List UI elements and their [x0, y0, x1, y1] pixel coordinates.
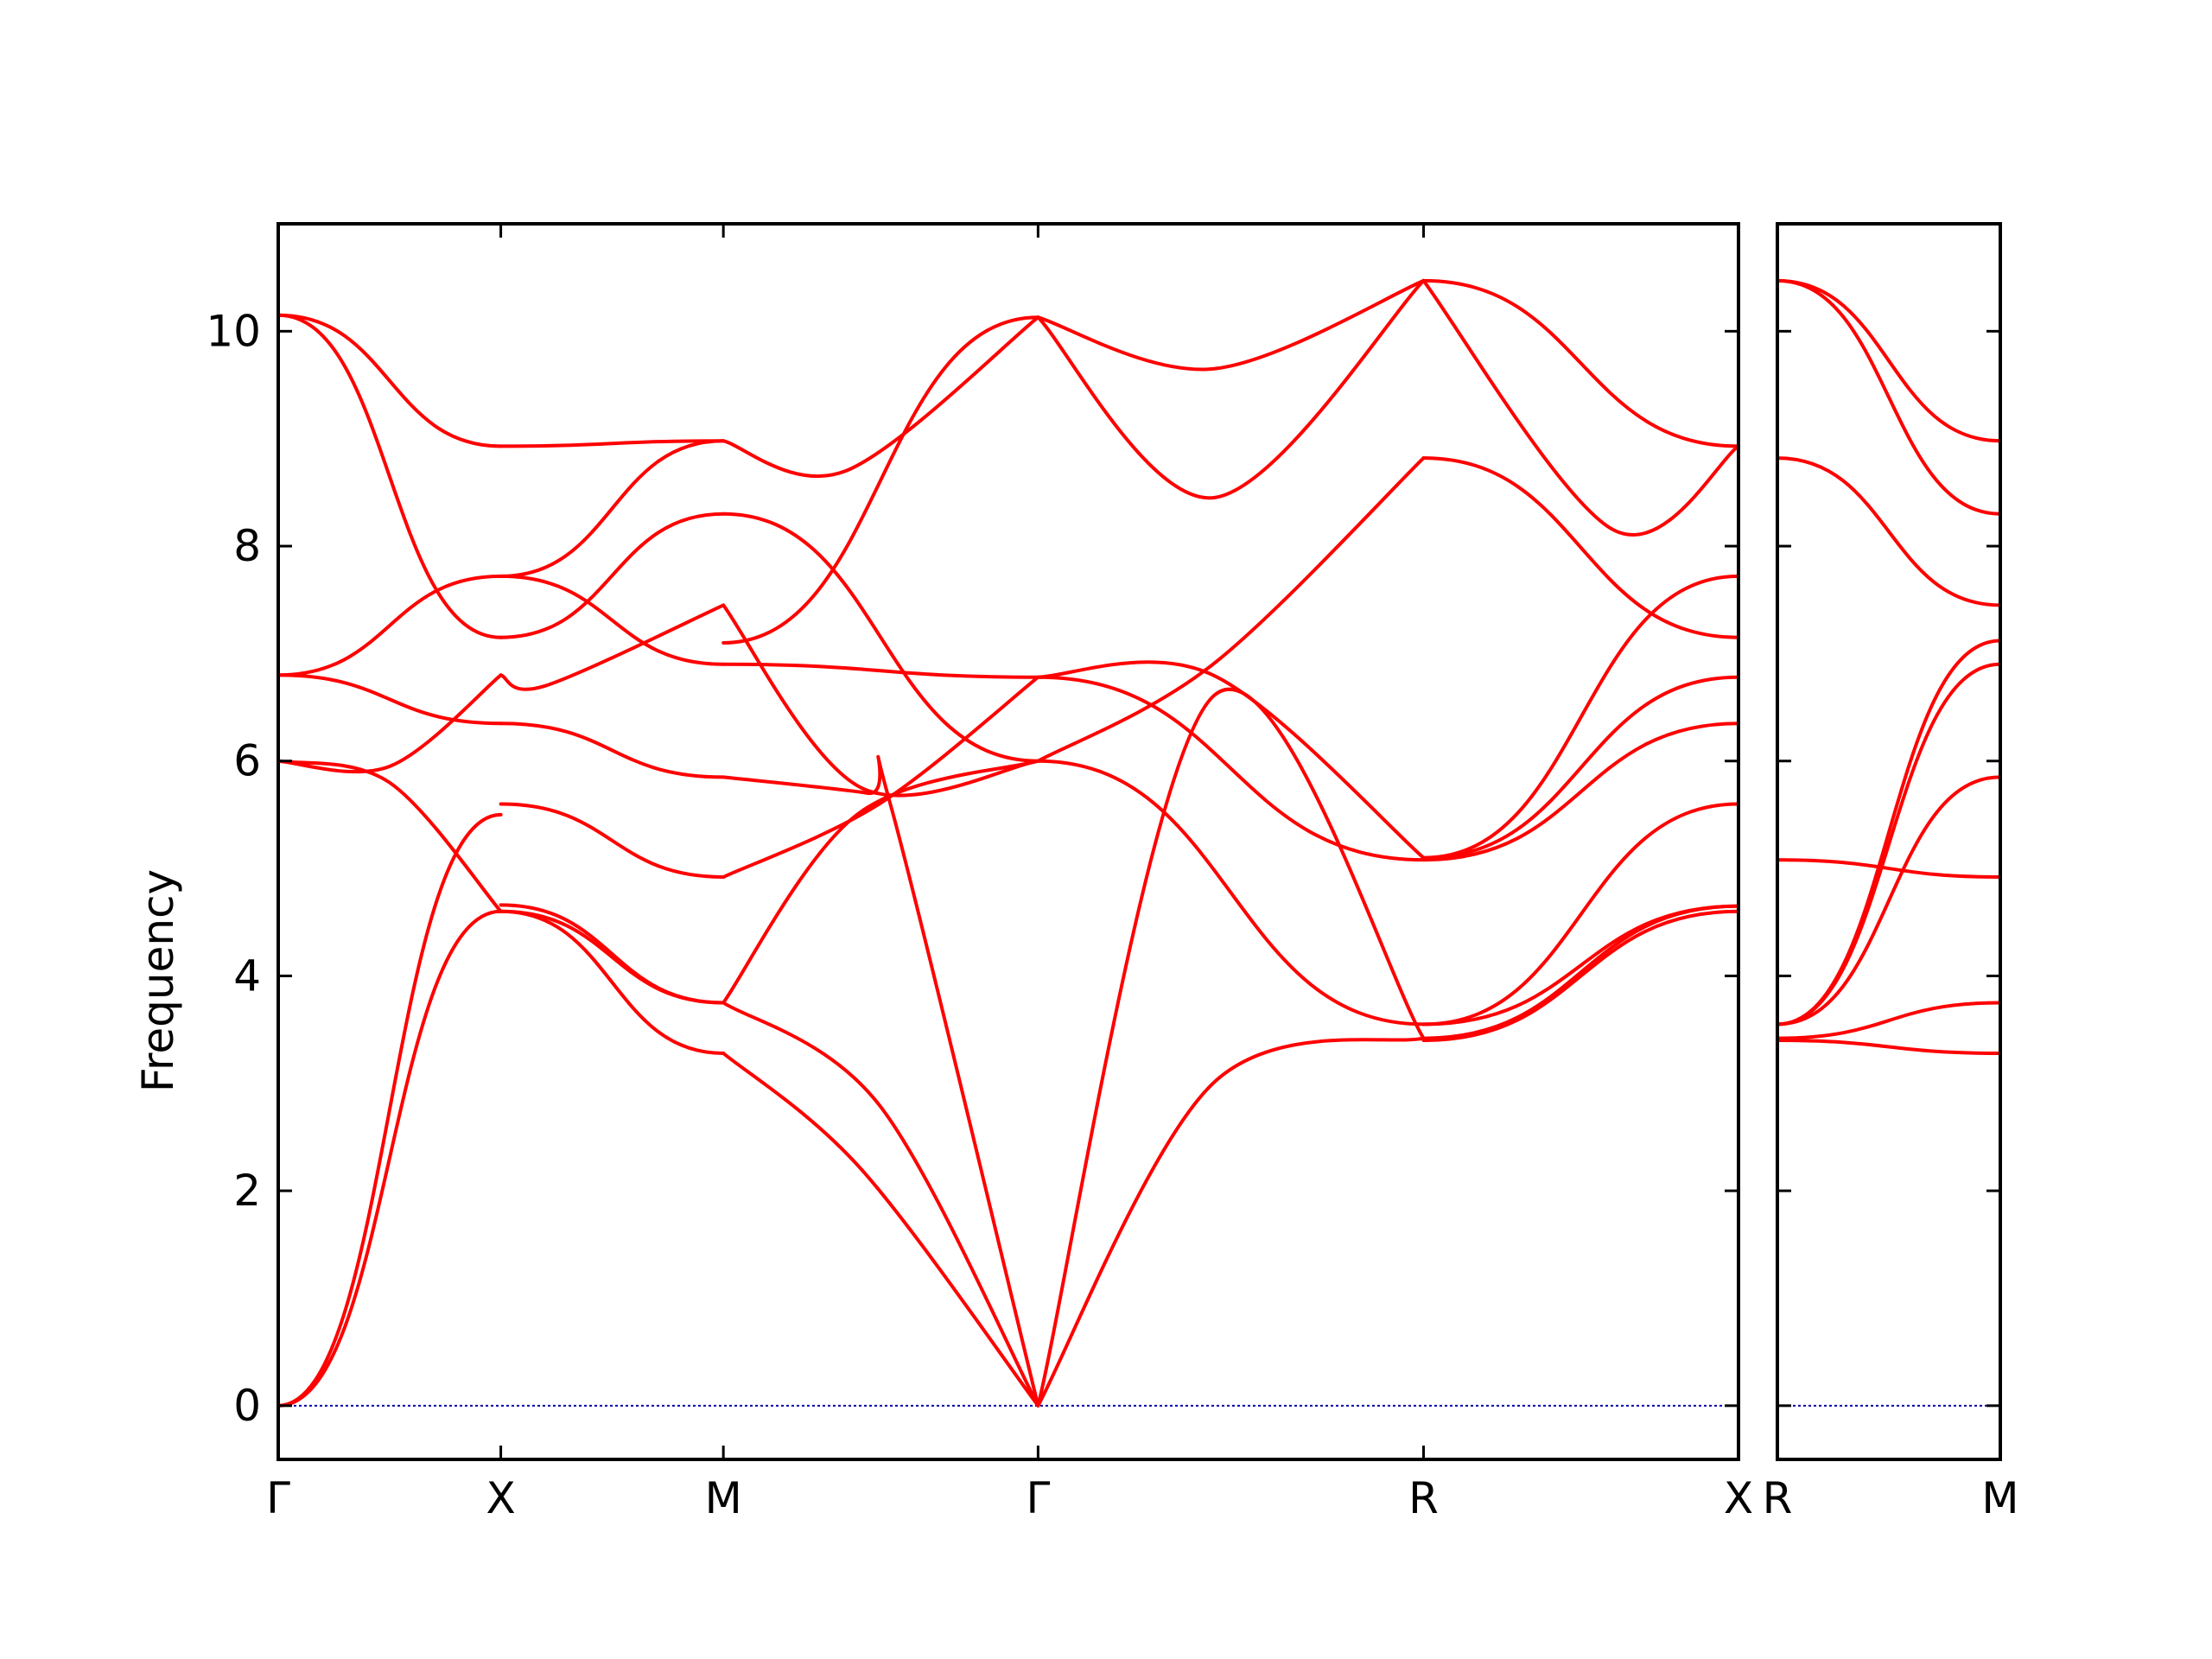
band-line [1036, 456, 1426, 763]
panel-main-frame [276, 222, 1740, 1461]
band-line [721, 1001, 1040, 1408]
band-line [276, 313, 503, 639]
x-tick-label: X [486, 1473, 515, 1523]
band-line [1036, 278, 1426, 500]
band-line [1036, 675, 1426, 862]
y-ticks: 0 2 4 6 8 10 [206, 306, 1738, 1431]
x-tick-label: M [705, 1473, 742, 1523]
band-lines [1776, 278, 2002, 1055]
x-tick-label: R [1763, 1473, 1793, 1523]
band-line [721, 315, 1040, 645]
band-line [499, 903, 726, 1005]
band-line [499, 721, 726, 779]
y-tick-label: 8 [233, 521, 261, 571]
band-line [1776, 278, 2002, 443]
y-tick-label: 10 [206, 306, 261, 356]
band-line [499, 439, 726, 578]
band-line [1421, 278, 1740, 537]
band-line [721, 759, 1040, 1005]
band-line [1421, 456, 1740, 639]
band-line [276, 673, 503, 726]
y-tick-label: 4 [233, 950, 261, 1001]
band-line [1036, 278, 1426, 372]
band-line [276, 574, 503, 677]
band-line [1776, 639, 2002, 1027]
band-line [276, 673, 503, 774]
band-line [276, 909, 503, 1408]
band-line [721, 675, 1040, 879]
band-line [499, 574, 726, 666]
band-line [499, 439, 726, 448]
band-line [1421, 909, 1740, 1042]
band-line [1776, 775, 2002, 1027]
band-line [721, 512, 1040, 763]
band-line [721, 754, 1040, 1408]
x-tick-label: Γ [266, 1473, 290, 1523]
y-axis-title: Frequency [133, 869, 183, 1092]
band-line [721, 1052, 1040, 1408]
y-tick-label: 0 [233, 1381, 261, 1431]
band-line [1776, 278, 2002, 516]
x-tick-label: Γ [1026, 1473, 1050, 1523]
band-line [499, 512, 726, 639]
band-line [1421, 904, 1740, 1027]
band-line [1036, 1036, 1426, 1408]
band-line [1776, 1001, 2002, 1040]
panel-main: 0 2 4 6 8 10 Γ X M Γ R X [206, 222, 1753, 1523]
y-tick-label: 2 [233, 1166, 261, 1216]
band-line [1421, 574, 1740, 860]
band-line [1036, 759, 1426, 1027]
band-line [1421, 278, 1740, 448]
x-tick-label: R [1408, 1473, 1439, 1523]
band-line [721, 603, 1040, 798]
band-line [1776, 858, 2002, 879]
band-line [1421, 721, 1740, 862]
band-line [276, 812, 503, 1408]
y-ticks [1777, 329, 2000, 1408]
x-tick-label: M [1981, 1473, 2018, 1523]
band-line [499, 909, 726, 1055]
band-line [276, 759, 503, 913]
band-line [721, 315, 1040, 478]
band-line [1036, 660, 1426, 860]
band-line [721, 662, 1040, 679]
y-tick-label: 6 [233, 736, 261, 786]
band-line [499, 802, 726, 879]
band-lines [276, 278, 1740, 1408]
panel-side-frame [1776, 222, 2002, 1461]
band-line [1421, 802, 1740, 1027]
band-line [499, 603, 726, 691]
band-line [1421, 675, 1740, 860]
band-line [1776, 1039, 2002, 1055]
band-line [1036, 687, 1426, 1408]
band-line [276, 313, 503, 448]
band-line [1776, 456, 2002, 607]
x-tick-label: X [1724, 1473, 1753, 1523]
